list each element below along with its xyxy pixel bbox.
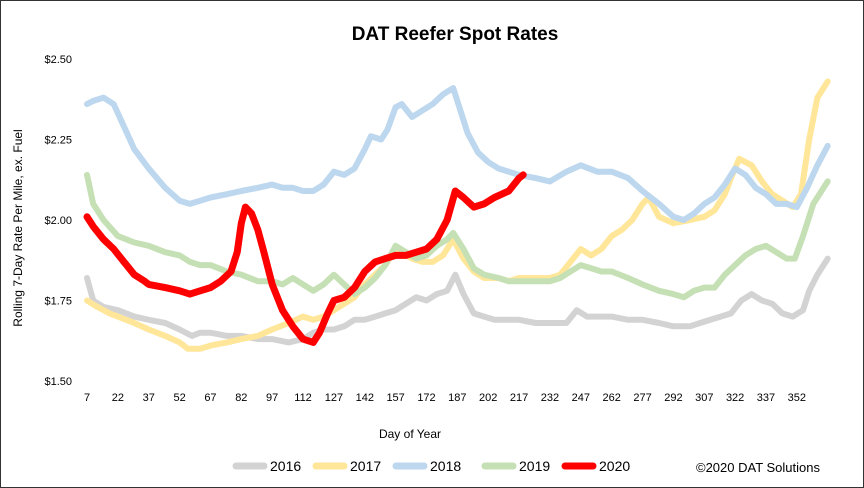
series-line-2020 [83,171,527,346]
x-tick-label: 67 [204,392,216,404]
y-axis-label: Rolling 7-Day Rate Per Mile, ex. Fuel [11,129,25,326]
copyright-note: ©2020 DAT Solutions [696,460,821,475]
y-tick-label: $2.00 [44,215,72,227]
y-tick-label: $2.25 [44,135,72,147]
x-tick-label: 247 [572,392,590,404]
x-tick-label: 292 [664,392,682,404]
series-line-2018 [84,85,831,223]
series-line-2016 [84,255,831,346]
x-tick-label: 307 [695,392,713,404]
legend-label-2017: 2017 [350,458,381,474]
x-tick-label: 277 [633,392,651,404]
series-line-2019 [84,171,831,301]
x-tick-label: 127 [325,392,343,404]
legend-label-2018: 2018 [430,458,461,474]
x-axis-ticks: 7 22 37 52 67 82 97 112 127 142 157 172 187 202 217 232… [84,392,806,404]
x-tick-label: 22 [112,392,124,404]
x-tick-label: 142 [356,392,374,404]
x-tick-label: 352 [788,392,806,404]
x-tick-label: 232 [541,392,559,404]
y-axis-ticks: $1.50 $1.75 $2.00 $2.25 $2.50 [44,54,72,388]
x-axis-label: Day of Year [379,427,441,441]
x-tick-label: 322 [726,392,744,404]
legend: 2016 2017 2018 2019 2020 [232,458,630,474]
legend-label-2019: 2019 [519,458,550,474]
series-line-2017 [84,78,831,352]
x-tick-label: 202 [479,392,497,404]
x-tick-label: 37 [143,392,155,404]
y-tick-label: $2.50 [44,54,72,66]
chart-title: DAT Reefer Spot Rates [352,24,559,45]
x-tick-label: 172 [417,392,435,404]
y-tick-label: $1.75 [44,296,72,308]
x-tick-label: 97 [266,392,278,404]
x-tick-label: 112 [294,392,312,404]
x-tick-label: 217 [510,392,528,404]
x-tick-label: 337 [757,392,775,404]
x-tick-label: 82 [235,392,247,404]
y-tick-label: $1.50 [44,376,72,388]
series-lines [83,78,831,352]
x-tick-label: 7 [84,392,90,404]
x-tick-label: 52 [173,392,185,404]
x-tick-label: 157 [386,392,404,404]
x-tick-label: 262 [602,392,620,404]
legend-label-2020: 2020 [599,458,630,474]
x-tick-label: 187 [448,392,466,404]
legend-label-2016: 2016 [270,458,301,474]
